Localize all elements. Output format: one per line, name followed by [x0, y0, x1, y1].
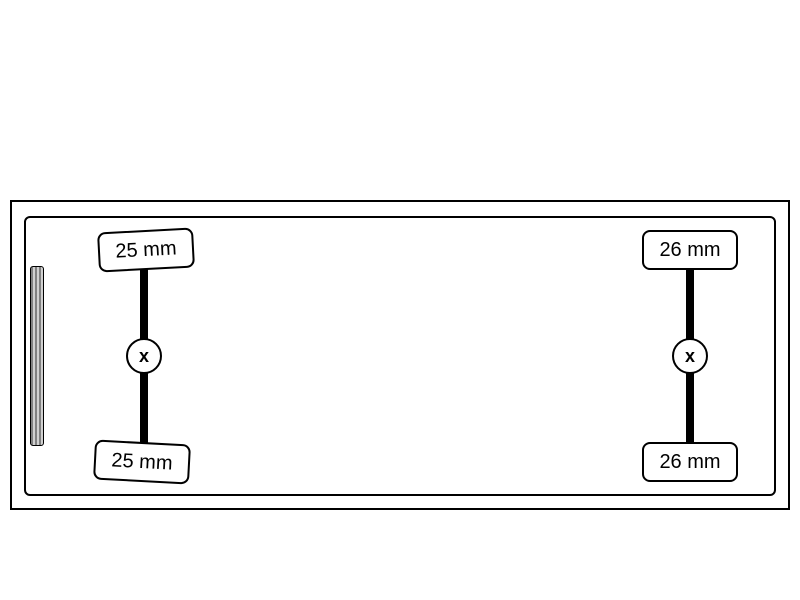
- tire-rear-left-label: 26 mm: [659, 239, 720, 262]
- tire-rear-right: 26 mm: [642, 442, 738, 482]
- front-axle-hub: x: [126, 338, 162, 374]
- rear-hub-mark: x: [685, 346, 695, 367]
- tire-rear-right-label: 26 mm: [659, 451, 720, 474]
- front-hub-mark: x: [139, 346, 149, 367]
- tire-front-right: 25 mm: [93, 440, 191, 485]
- rear-axle-hub: x: [672, 338, 708, 374]
- diagram-canvas: x 25 mm 25 mm x 26 mm 26 mm: [0, 0, 800, 600]
- tire-front-left-label: 25 mm: [115, 237, 177, 263]
- tire-rear-left: 26 mm: [642, 230, 738, 270]
- tire-front-left: 25 mm: [97, 228, 195, 273]
- tire-front-right-label: 25 mm: [111, 449, 173, 475]
- front-grille: [30, 266, 44, 446]
